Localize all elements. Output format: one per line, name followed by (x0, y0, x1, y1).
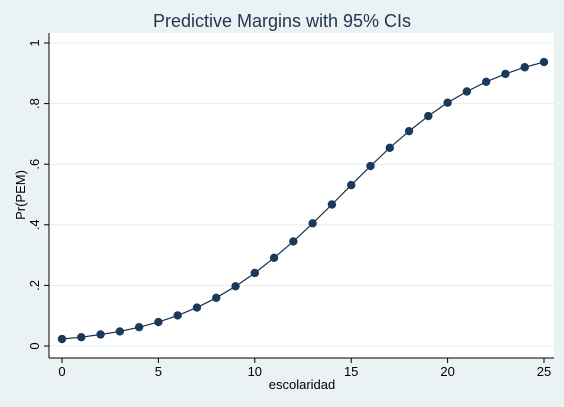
y-ticks: 0 .2 .4 .6 .8 1 (27, 39, 49, 350)
data-point-17 (385, 143, 394, 153)
x-axis-label: escolaridad (269, 377, 336, 392)
data-point-14 (327, 200, 337, 209)
data-point-16 (366, 161, 375, 171)
x-ticks: 0 5 10 15 20 25 (58, 358, 551, 379)
data-point-19 (424, 111, 433, 121)
chart-title: Predictive Margins with 95% CIs (153, 11, 411, 31)
data-point-13 (308, 219, 317, 228)
data-point-0 (57, 334, 67, 344)
y-tick-label-4: .8 (27, 98, 42, 109)
data-point-21 (462, 87, 472, 96)
data-point-5 (154, 317, 163, 327)
grid-lines (49, 42, 554, 347)
data-point-1 (77, 333, 86, 342)
x-tick-label-5: 25 (537, 364, 551, 379)
y-tick-label-2: .4 (27, 219, 42, 230)
x-tick-label-4: 20 (440, 364, 454, 379)
data-point-11 (269, 253, 279, 263)
data-point-3 (115, 327, 125, 336)
data-point-8 (212, 293, 221, 303)
x-tick-label-1: 5 (155, 364, 162, 379)
x-tick-label-3: 15 (344, 364, 358, 379)
series-group (57, 57, 549, 344)
x-tick-label-2: 10 (248, 364, 262, 379)
data-point-25 (539, 57, 549, 67)
data-point-18 (404, 126, 414, 136)
data-point-10 (250, 268, 259, 278)
y-tick-label-5: 1 (27, 39, 42, 46)
data-point-9 (231, 282, 240, 291)
x-tick-label-0: 0 (58, 364, 65, 379)
plot-area (49, 33, 554, 358)
data-point-6 (173, 311, 182, 320)
data-point-2 (96, 330, 105, 339)
data-point-15 (347, 180, 356, 190)
data-point-12 (289, 237, 298, 246)
data-point-23 (501, 69, 510, 79)
y-tick-label-3: .6 (27, 159, 42, 170)
data-point-20 (443, 98, 452, 107)
y-axis-label: Pr(PEM) (13, 170, 28, 220)
data-point-7 (192, 303, 202, 312)
y-tick-label-0: 0 (27, 342, 42, 349)
data-point-24 (520, 63, 529, 72)
data-point-4 (134, 323, 144, 332)
data-point-22 (481, 77, 491, 86)
y-tick-label-1: .2 (27, 280, 42, 291)
